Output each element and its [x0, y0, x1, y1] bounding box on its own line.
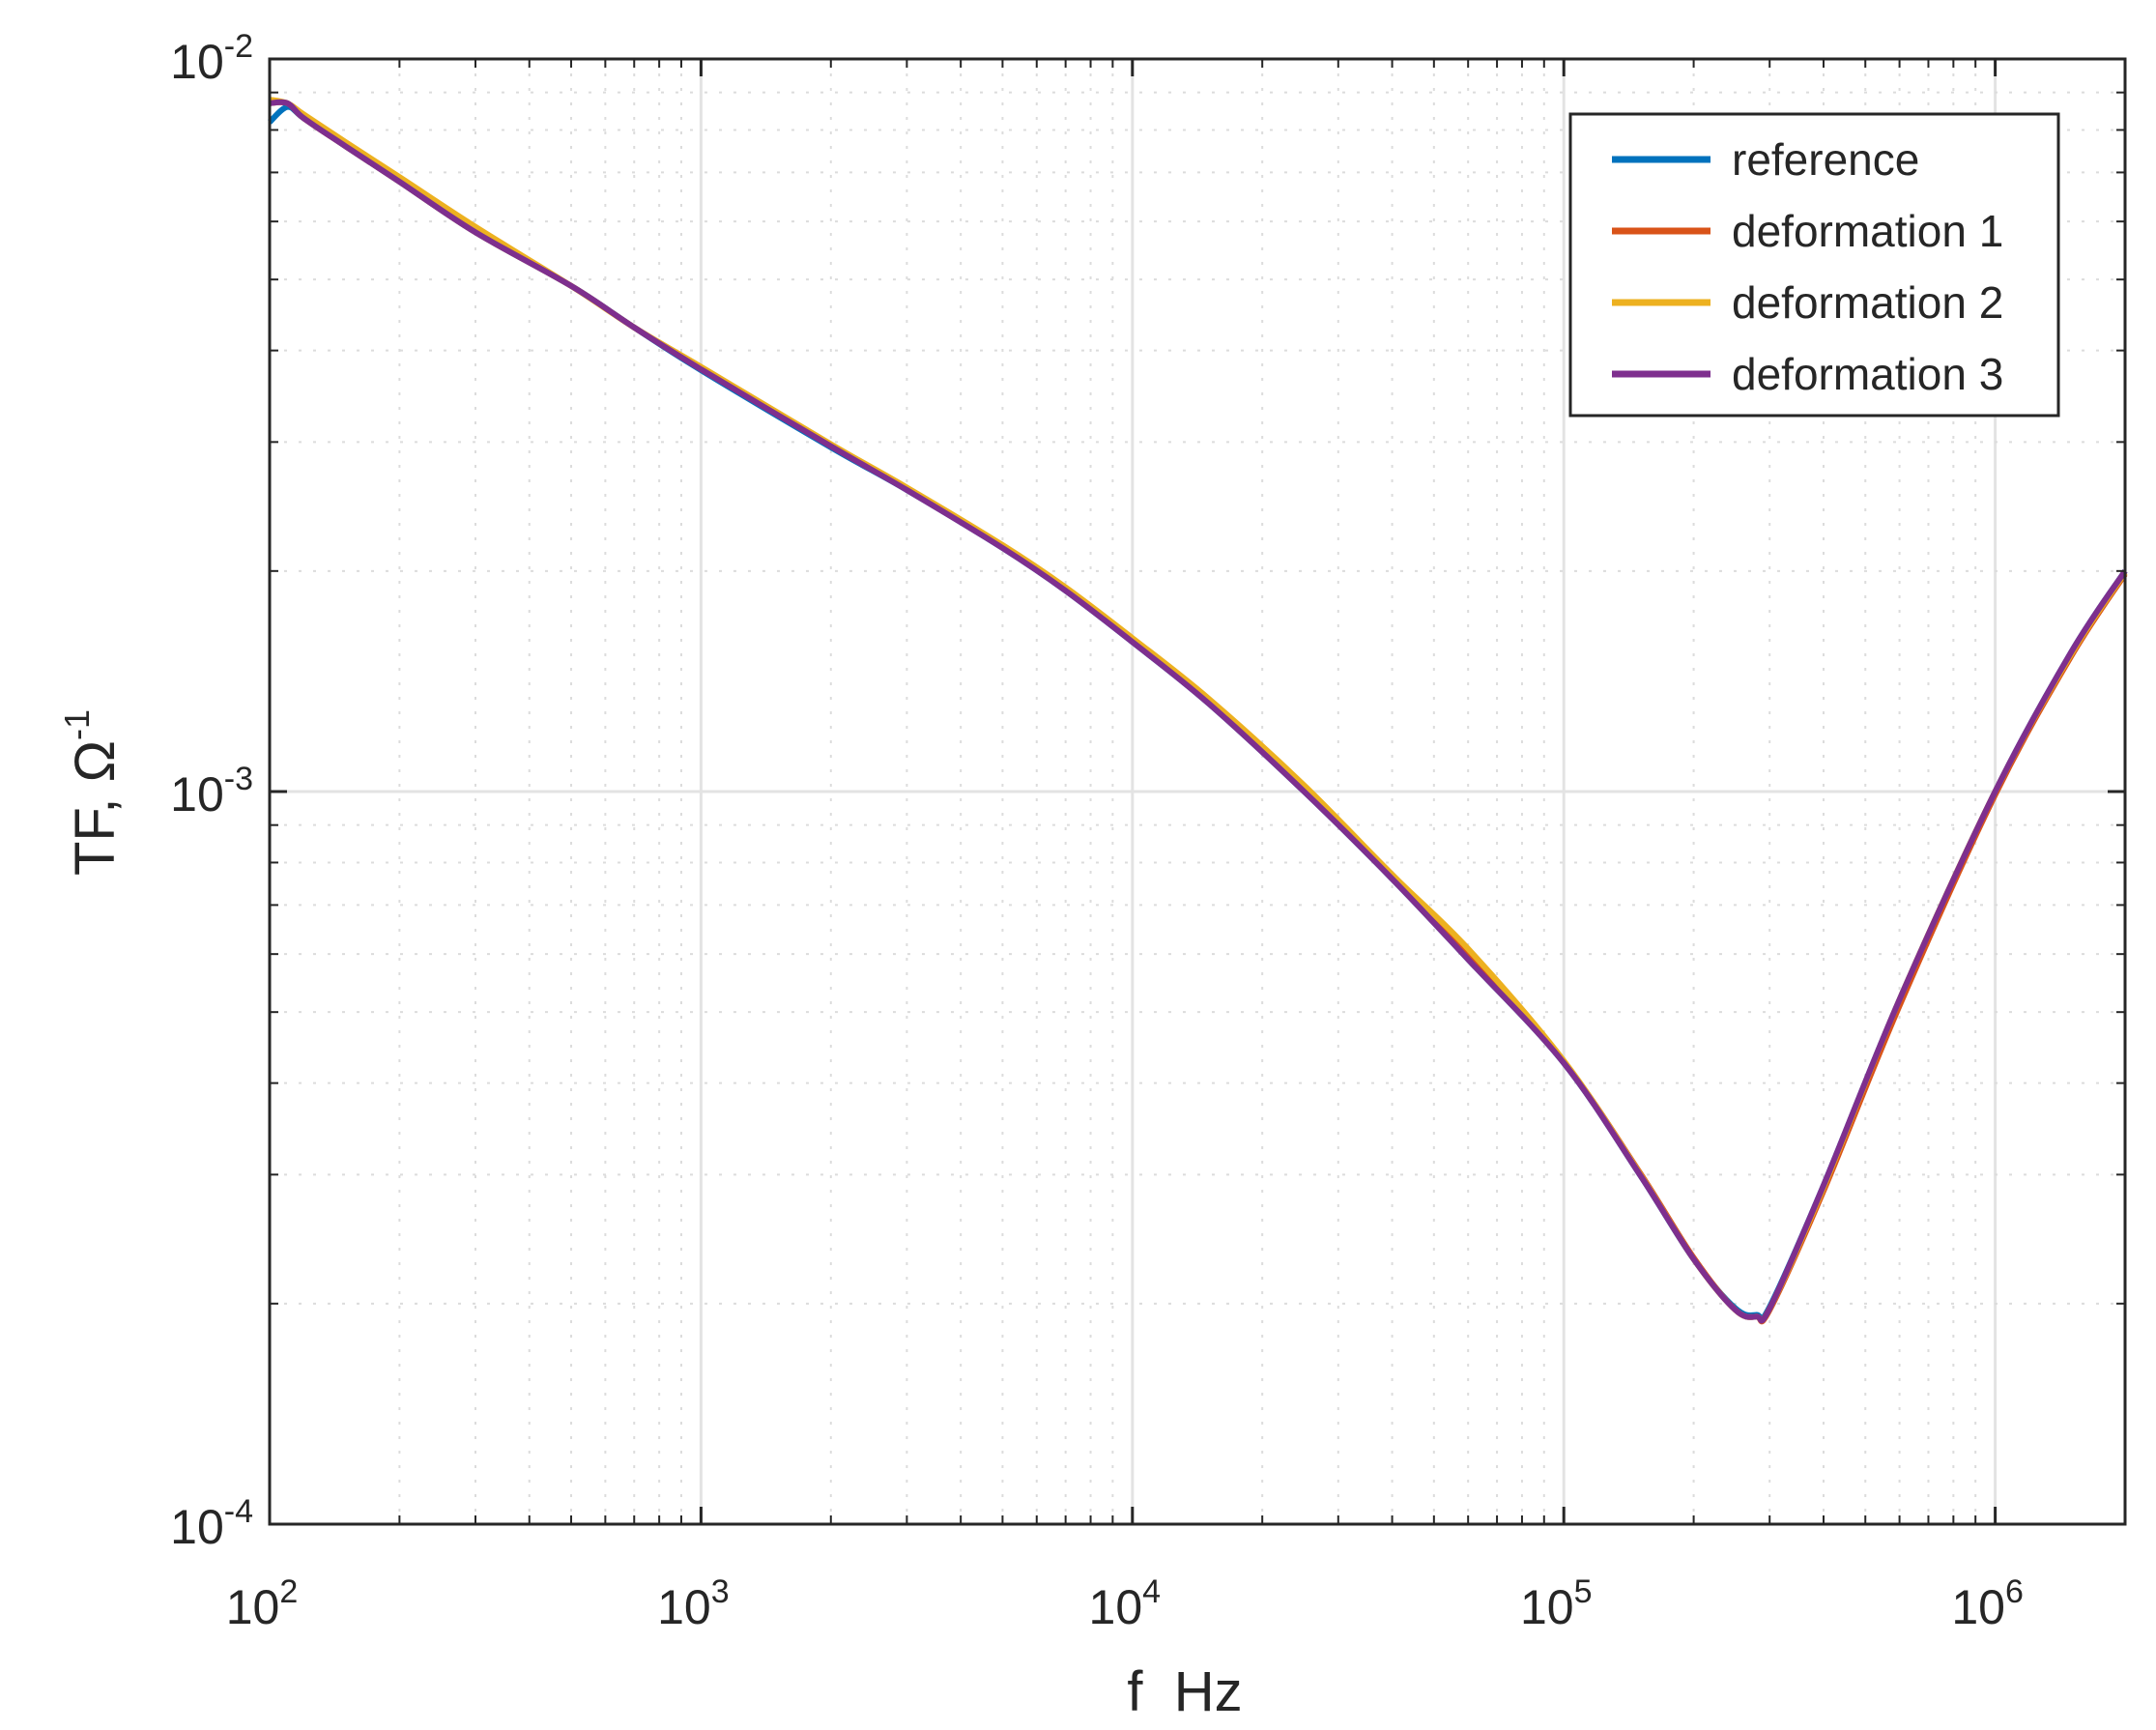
y-axis-label-exponent: -1	[57, 709, 97, 740]
legend-label: deformation 3	[1732, 349, 2003, 399]
x-tick-label: 105	[1520, 1573, 1593, 1634]
ticks	[268, 57, 2126, 1526]
series-lines	[267, 97, 2128, 1325]
x-tick-label: 103	[657, 1573, 730, 1634]
y-tick-label: 10-2	[170, 28, 253, 89]
x-tick-label: 104	[1089, 1573, 1162, 1634]
legend-label: deformation 2	[1732, 277, 2003, 328]
legend-box	[1568, 112, 2060, 418]
legend-label: reference	[1732, 134, 1919, 185]
series-line-deformation-3	[269, 99, 2128, 1324]
legend-label: deformation 1	[1732, 206, 2003, 256]
y-axis-label: TF, Ω-1	[57, 709, 127, 876]
x-tick-label: 106	[1951, 1573, 2024, 1634]
tick-labels: 102 103 104 105 106 10-4 10-3 10-2	[170, 28, 2024, 1634]
y-axis-label-main: TF, Ω	[64, 740, 127, 876]
x-tick-label: 102	[226, 1573, 299, 1634]
x-axis-label: f Hz	[1127, 1660, 1242, 1723]
y-tick-label: 10-4	[170, 1493, 253, 1554]
legend: reference deformation 1 deformation 2 defor…	[1568, 112, 2060, 418]
y-tick-label: 10-3	[170, 761, 253, 822]
